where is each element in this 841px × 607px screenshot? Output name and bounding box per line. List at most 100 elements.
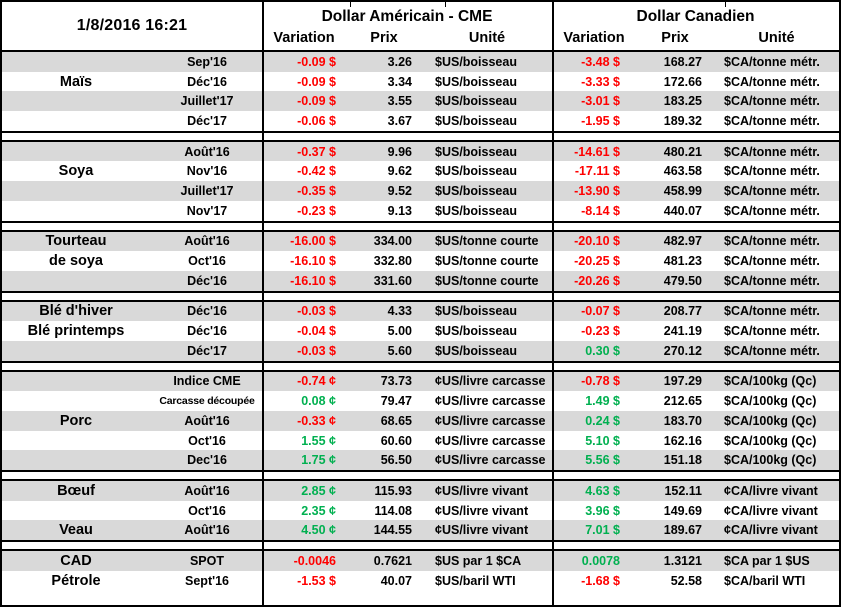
commodity-label: Blé printemps xyxy=(27,323,125,340)
us-variation: -0.09 $ xyxy=(297,94,336,109)
us-variation: -0.03 $ xyxy=(297,343,336,358)
us-variation: -1.53 $ xyxy=(297,573,336,588)
ca-unit: ¢CA/livre vivant xyxy=(724,483,818,498)
contract-month: Sep'16 xyxy=(187,54,227,69)
us-variation: 2.85 ¢ xyxy=(301,483,336,498)
commodity-label: Pétrole xyxy=(51,572,101,589)
ca-dollar-section-header: Dollar Canadien Variation Prix Unité xyxy=(552,2,839,50)
us-variation: -0.09 $ xyxy=(297,54,336,69)
us-variation: -0.06 $ xyxy=(297,113,336,128)
ca-price: 149.69 xyxy=(663,503,702,518)
ca-variation: -20.10 $ xyxy=(574,234,620,249)
ca-variation: 0.24 $ xyxy=(585,413,620,428)
us-price: 79.47 xyxy=(380,394,412,409)
table-row: Bœuf Août'16 2.85 ¢ 115.93 ¢US/livre vivant 4… xyxy=(2,481,839,501)
ca-unit: ¢CA/livre vivant xyxy=(724,503,818,518)
contract-month: Août'16 xyxy=(184,234,230,249)
us-unit: $US/boisseau xyxy=(435,343,517,358)
group-separator xyxy=(2,542,839,552)
ca-price: 1.3121 xyxy=(663,553,702,568)
ca-variation: 1.49 $ xyxy=(585,394,620,409)
us-price: 3.55 xyxy=(387,94,412,109)
us-variation: -0.33 ¢ xyxy=(297,413,336,428)
ca-unit: $CA/100kg (Qc) xyxy=(724,453,817,468)
ca-price: 440.07 xyxy=(663,203,702,218)
us-price: 9.13 xyxy=(387,203,412,218)
ca-variation: -3.48 $ xyxy=(581,54,620,69)
commodity-label: Bœuf xyxy=(57,482,95,499)
ca-unit: $CA/tonne métr. xyxy=(724,94,820,109)
group-separator xyxy=(2,132,839,142)
table-body: Sep'16 -0.09 $ 3.26 $US/boisseau -3.48 $ 168.… xyxy=(2,52,839,591)
commodity-label: Blé d'hiver xyxy=(39,303,113,320)
us-variation: -0.0046 xyxy=(293,553,336,568)
contract-month: Juillet'17 xyxy=(180,94,234,109)
us-price: 73.73 xyxy=(380,374,412,389)
us-price: 3.67 xyxy=(387,113,412,128)
ca-variation: -1.95 $ xyxy=(581,113,620,128)
table-row: Août'16 -0.37 $ 9.96 $US/boisseau -14.61 $ 48… xyxy=(2,141,839,162)
ca-unit: $CA/tonne métr. xyxy=(724,343,820,358)
us-price: 115.93 xyxy=(374,483,412,498)
table-row: Porc Août'16 -0.33 ¢ 68.65 ¢US/livre carcass… xyxy=(2,411,839,431)
ca-unit: $CA/baril WTI xyxy=(724,573,806,588)
table-row: Veau Août'16 4.50 ¢ 144.55 ¢US/livre vivant 7… xyxy=(2,520,839,541)
ca-variation: -20.25 $ xyxy=(574,254,620,269)
group-cad-petrole: CAD SPOT -0.0046 0.7621 $US par 1 $CA 0.0078 1… xyxy=(2,551,839,590)
contract-month: Oct'16 xyxy=(188,503,226,518)
group-tourteau-de-soya: Tourteau Août'16 -16.00 $ 334.00 $US/tonne c… xyxy=(2,231,839,293)
ca-unit: $CA/tonne métr. xyxy=(724,164,820,179)
ca-price: 197.29 xyxy=(663,374,702,389)
ca-price: 189.32 xyxy=(663,113,702,128)
table-row: Déc'17 -0.03 $ 5.60 $US/boisseau 0.30 $ 270.1… xyxy=(2,340,839,361)
ca-section-divider xyxy=(552,2,554,605)
us-unit: ¢US/livre vivant xyxy=(435,503,529,518)
us-variation: -0.23 $ xyxy=(297,203,336,218)
contract-month: Déc'16 xyxy=(187,273,227,288)
us-variation: -16.10 $ xyxy=(290,273,336,288)
commodity-label: de soya xyxy=(49,253,103,270)
ca-unit: $CA/tonne métr. xyxy=(724,273,820,288)
table-row: Déc'16 -16.10 $ 331.60 $US/tonne courte -20.… xyxy=(2,270,839,291)
contract-month: Oct'16 xyxy=(188,433,226,448)
column-tick xyxy=(725,2,726,7)
table-row: Blé d'hiver Déc'16 -0.03 $ 4.33 $US/boisseau… xyxy=(2,301,839,322)
group-separator xyxy=(2,222,839,232)
table-row: Juillet'17 -0.09 $ 3.55 $US/boisseau -3.01 $… xyxy=(2,91,839,112)
ca-price: 189.67 xyxy=(663,523,702,538)
contract-month: Nov'16 xyxy=(186,164,228,179)
us-section-title: Dollar Américain - CME xyxy=(321,7,493,25)
ca-column-header-unite: Unité xyxy=(758,30,795,47)
table-row: Sep'16 -0.09 $ 3.26 $US/boisseau -3.48 $ 168.… xyxy=(2,52,839,72)
group-mais: Sep'16 -0.09 $ 3.26 $US/boisseau -3.48 $ 168.… xyxy=(2,52,839,133)
us-unit: $US/boisseau xyxy=(435,203,517,218)
ca-price: 183.70 xyxy=(663,413,702,428)
ca-unit: $CA/tonne métr. xyxy=(724,324,820,339)
ca-price: 152.11 xyxy=(664,483,702,498)
ca-price: 463.58 xyxy=(663,164,702,179)
ca-variation: -0.78 $ xyxy=(581,374,620,389)
ca-unit: $CA par 1 $US xyxy=(724,553,810,568)
us-price: 3.34 xyxy=(387,74,412,89)
us-unit: ¢US/livre carcasse xyxy=(435,413,546,428)
table-row: Carcasse découpée 0.08 ¢ 79.47 ¢US/livre ca… xyxy=(2,391,839,411)
contract-month: Carcasse découpée xyxy=(159,395,255,408)
contract-month: Nov'17 xyxy=(186,203,228,218)
us-variation: -0.03 $ xyxy=(297,304,336,319)
us-price: 9.52 xyxy=(387,183,412,198)
us-unit: $US/tonne courte xyxy=(435,273,539,288)
contract-month: Sept'16 xyxy=(185,573,229,588)
us-unit: $US/tonne courte xyxy=(435,254,539,269)
us-unit: $US/boisseau xyxy=(435,74,517,89)
ca-unit: $CA/100kg (Qc) xyxy=(724,374,817,389)
commodity-label: Maïs xyxy=(59,73,93,90)
contract-month: Oct'16 xyxy=(188,254,226,269)
ca-variation: -17.11 $ xyxy=(574,164,620,179)
ca-variation: 7.01 $ xyxy=(585,523,620,538)
contract-month: Juillet'17 xyxy=(180,183,234,198)
us-unit: $US/boisseau xyxy=(435,113,517,128)
ca-price: 52.58 xyxy=(670,573,702,588)
us-dollar-section-header: Dollar Américain - CME Variation Prix Un… xyxy=(262,2,552,50)
ca-unit: $CA/tonne métr. xyxy=(724,234,820,249)
